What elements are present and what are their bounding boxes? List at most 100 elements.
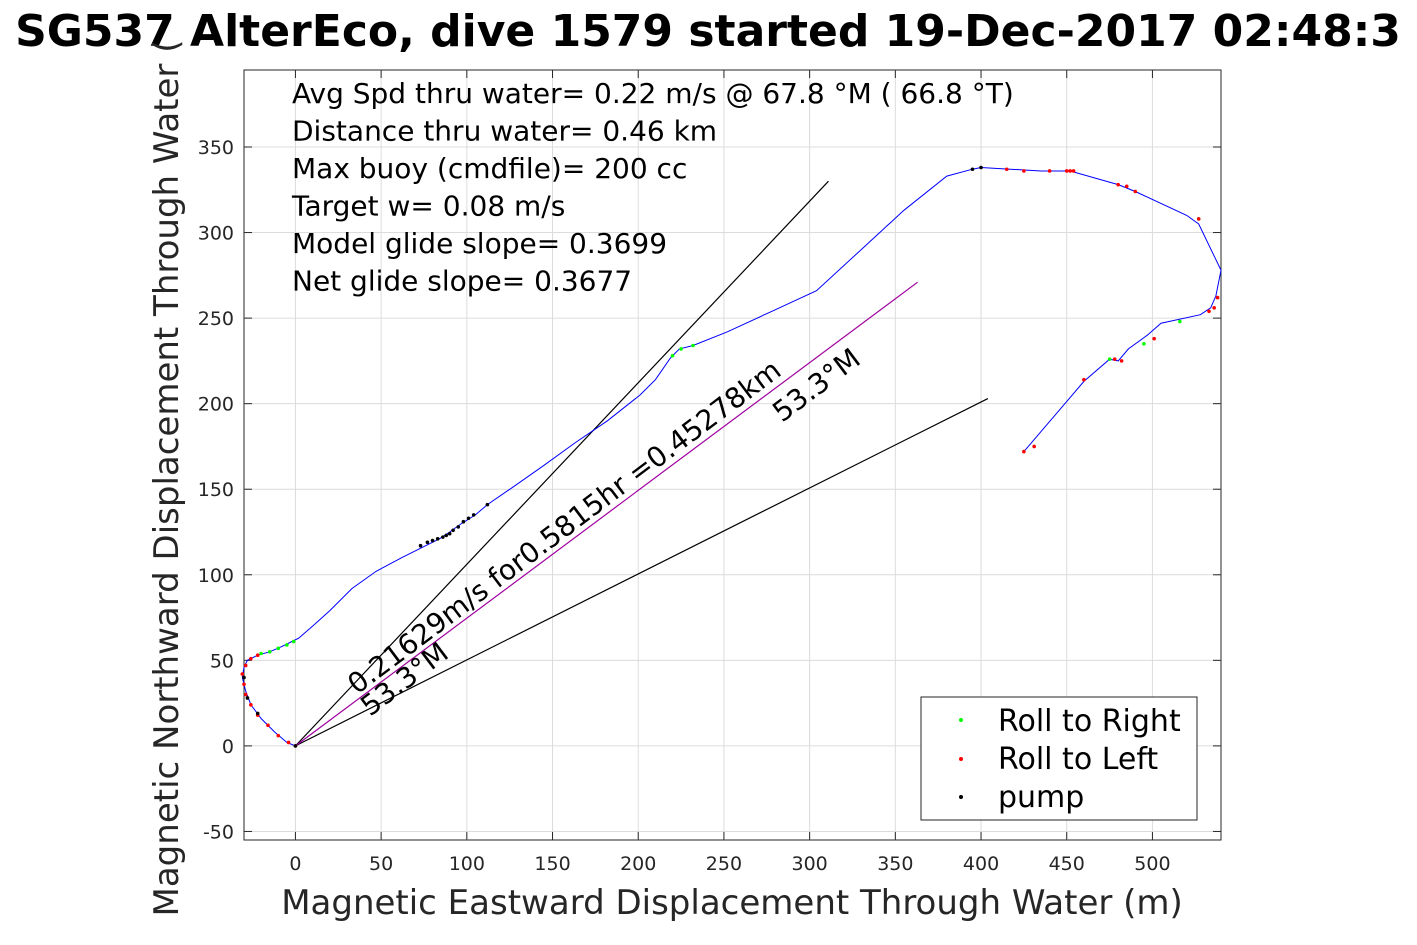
stats-annotations: Avg Spd thru water= 0.22 m/s @ 67.8 °M (… — [291, 77, 1014, 298]
x-tick-label: 50 — [369, 853, 393, 875]
pump-point — [242, 675, 246, 680]
reference-line — [295, 397, 989, 747]
roll-left-point — [1116, 182, 1120, 187]
roll-left-point — [1196, 217, 1201, 221]
roll-right-point — [691, 343, 695, 348]
x-tick-label: 300 — [791, 853, 827, 875]
y-tick-label: 150 — [198, 479, 234, 501]
roll-left-point — [243, 663, 248, 668]
pump-point — [451, 528, 455, 533]
roll-left-point — [240, 672, 245, 676]
y-tick-label: 300 — [198, 223, 234, 245]
pump-point — [435, 537, 440, 541]
pump-point — [970, 167, 975, 172]
reference-lines — [294, 180, 989, 747]
marker-series — [240, 165, 1220, 748]
roll-left-point — [1071, 169, 1076, 173]
x-tick-label: 150 — [534, 853, 570, 875]
legend-label-roll-right: Roll to Right — [998, 704, 1181, 739]
y-tick-label: 250 — [198, 308, 234, 330]
y-tick-label: 100 — [198, 565, 234, 587]
y-tick-label: 200 — [198, 394, 234, 416]
pump-point — [466, 516, 471, 521]
y-axis-label: Magnetic Northward Displacement Through … — [147, 40, 187, 917]
legend-marker-roll-left — [959, 757, 963, 761]
x-tick-label: 350 — [877, 853, 913, 875]
pump-point — [430, 538, 435, 543]
x-axis-label: Magnetic Eastward Displacement Through W… — [281, 883, 1183, 923]
roll-left-point — [276, 733, 281, 738]
roll-right-point — [679, 347, 683, 351]
x-tick-label: 0 — [289, 853, 301, 875]
roll-right-point — [267, 649, 272, 654]
grid-lines — [244, 70, 1221, 840]
x-tick-label: 450 — [1049, 853, 1085, 875]
roll-left-point — [1032, 444, 1036, 449]
roll-right-point — [276, 646, 281, 651]
roll-left-point — [1004, 167, 1009, 172]
roll-left-point — [286, 740, 291, 745]
y-tick-label: 0 — [222, 736, 234, 758]
roll-left-point — [1119, 359, 1124, 363]
stats-line: Model glide slope= 0.3699 — [292, 227, 667, 260]
roll-left-point — [255, 653, 260, 657]
roll-left-point — [1082, 377, 1086, 382]
roll-left-point — [249, 656, 253, 661]
chart-title: SG537 AlterEco, dive 1579 started 19-Dec… — [15, 6, 1401, 57]
pump-point — [485, 502, 490, 507]
roll-right-point — [1107, 357, 1112, 361]
pump-point — [418, 543, 423, 548]
x-tick-label: 500 — [1134, 853, 1170, 875]
pump-point — [245, 696, 250, 700]
roll-left-point — [1124, 184, 1129, 189]
legend-label-roll-left: Roll to Left — [998, 742, 1158, 777]
roll-left-point — [1215, 295, 1220, 300]
legend-label-pump: pump — [998, 780, 1084, 815]
legend-box — [920, 696, 1198, 821]
pump-point — [979, 165, 983, 170]
roll-left-point — [242, 682, 246, 687]
stats-line: Net glide slope= 0.3677 — [292, 265, 632, 298]
roll-left-point — [1133, 189, 1138, 194]
y-tick-label: 350 — [198, 137, 234, 159]
pump-point — [447, 531, 452, 536]
roll-left-point — [1047, 169, 1052, 173]
reference-line — [294, 180, 829, 747]
roll-right-point — [670, 353, 675, 358]
x-tick-label: 100 — [449, 853, 485, 875]
roll-left-point — [1112, 357, 1117, 361]
roll-right-point — [1142, 341, 1146, 346]
x-tick-label: 400 — [963, 853, 999, 875]
roll-left-point — [1207, 309, 1211, 314]
pump-point — [441, 535, 445, 539]
x-tick-label: 200 — [620, 853, 656, 875]
axis-ticks: 0 50 100 150 200 250 300 350 400 450 500 -50 0 50 100 1… — [198, 70, 1221, 875]
legend-marker-pump — [959, 795, 963, 799]
roll-left-point — [1152, 336, 1156, 341]
roll-right-point — [285, 643, 289, 647]
roll-right-point — [259, 651, 263, 656]
roll-right-point — [291, 639, 296, 644]
pump-point — [471, 513, 476, 517]
roll-left-point — [266, 723, 270, 728]
roll-left-point — [243, 692, 248, 697]
roll-left-point — [1022, 169, 1026, 173]
roll-right-point — [1178, 319, 1182, 324]
pump-point — [255, 711, 260, 716]
x-tick-label: 250 — [706, 853, 742, 875]
pump-point — [293, 744, 298, 748]
roll-left-point — [249, 703, 253, 707]
stats-line: Avg Spd thru water= 0.22 m/s @ 67.8 °M (… — [292, 77, 1014, 110]
pump-point — [461, 519, 466, 524]
stats-line: Distance thru water= 0.46 km — [292, 115, 717, 148]
y-tick-label: -50 — [203, 821, 234, 843]
pump-point — [444, 533, 449, 538]
stats-line: Max buoy (cmdfile)= 200 cc — [292, 152, 687, 185]
legend: Roll to Right Roll to Left pump — [920, 696, 1198, 821]
reference-line — [295, 281, 918, 747]
roll-left-point — [1022, 449, 1026, 454]
pump-point — [425, 540, 430, 545]
roll-left-point — [1212, 306, 1216, 310]
stats-line: Target w= 0.08 m/s — [291, 190, 565, 223]
